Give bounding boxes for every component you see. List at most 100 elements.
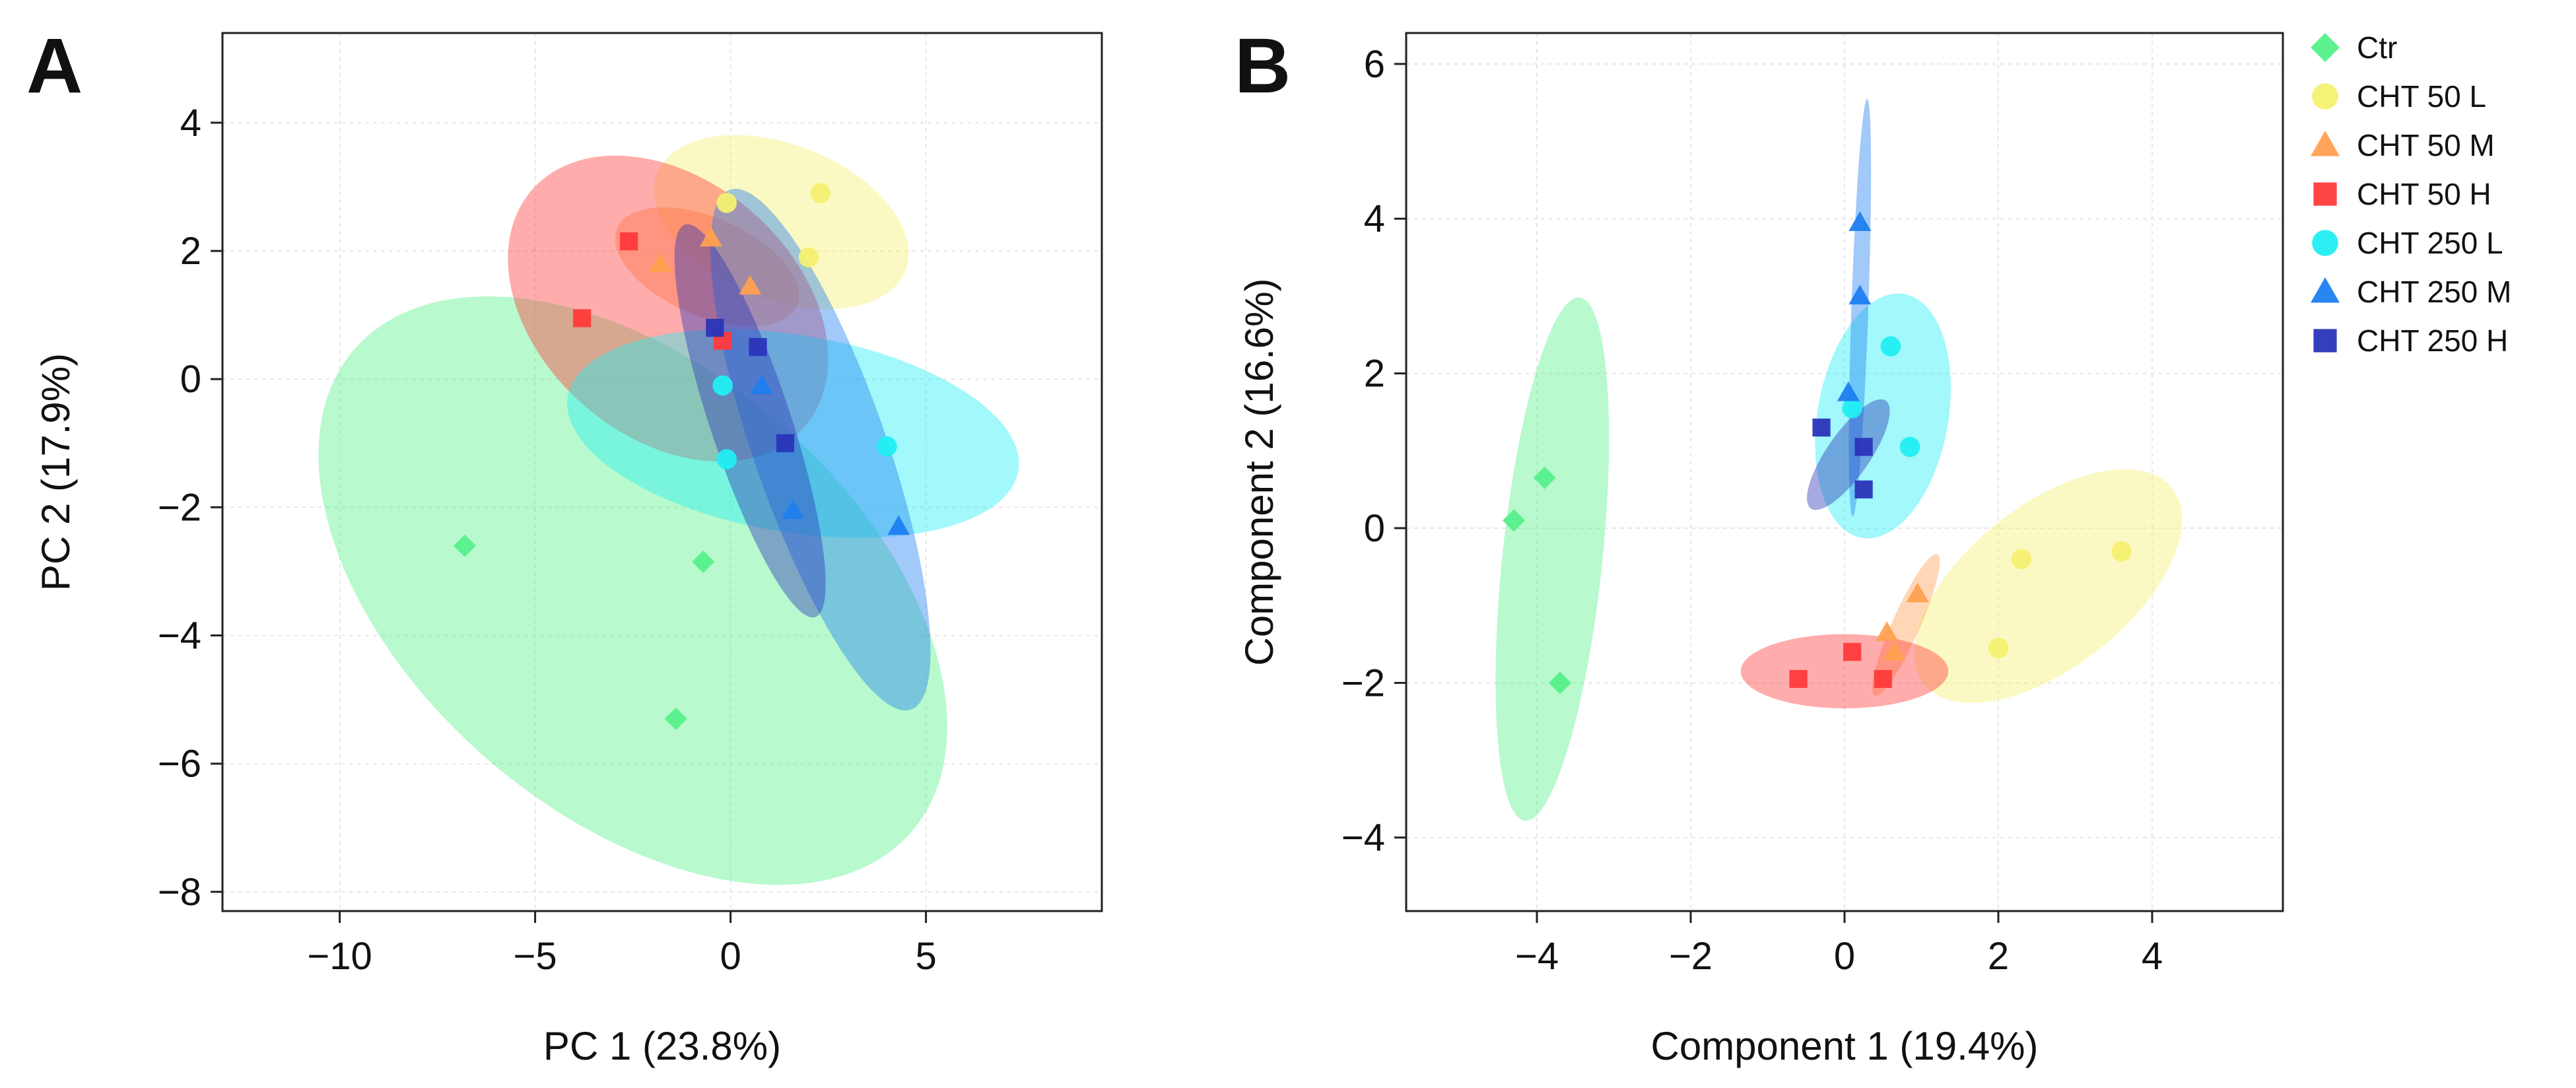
y-tick-label: −2 — [1341, 662, 1385, 704]
ellipse-cht-50-m — [615, 207, 799, 327]
ellipse-shape — [1495, 297, 1610, 821]
ellipse-shape — [567, 329, 1019, 538]
legend-item-cht-50-h: CHT 50 H — [2313, 177, 2491, 211]
legend: Ctr CHT 50 L CHT 50 M CHT 50 H CHT 250 L CHT … — [2311, 30, 2511, 358]
legend-item-cht-50-m: CHT 50 M — [2311, 128, 2495, 162]
panel-b-points — [1503, 211, 2132, 695]
point-ctr — [1533, 466, 1556, 489]
panel-b-ellipses — [1495, 98, 2183, 821]
legend-item-cht-50-l: CHT 50 L — [2312, 79, 2486, 114]
legend-marker-cht-50-l — [2312, 83, 2338, 110]
point-cht-50-m — [1906, 582, 1929, 603]
point-cht-250-l — [716, 449, 737, 469]
ellipse-cht-50-l — [654, 135, 909, 310]
ellipse-shape — [1807, 399, 1890, 510]
panel-a-letter: A — [26, 22, 83, 110]
y-tick-label: 4 — [180, 102, 201, 145]
legend-marker-cht-250-l — [2312, 230, 2338, 256]
y-tick-label: −4 — [158, 615, 201, 658]
ellipse-cht-250-l — [1815, 293, 1951, 539]
point-cht-50-h — [573, 309, 592, 327]
point-cht-50-m — [1883, 640, 1906, 661]
legend-label: Ctr — [2357, 30, 2397, 65]
y-tick-label: −4 — [1341, 817, 1385, 860]
legend-label: CHT 50 M — [2357, 128, 2495, 162]
ellipse-cht-50-l — [1915, 469, 2183, 703]
ellipse-cht-50-h — [508, 155, 829, 462]
legend-marker-cht-250-m — [2311, 277, 2340, 303]
panel-a-ticks: −10 −5 0 5 −8 −6 −4 −2 0 2 4 — [158, 102, 937, 978]
point-cht-50-m — [1876, 621, 1899, 641]
point-cht-50-m — [649, 252, 672, 273]
point-ctr — [664, 707, 687, 730]
panel-a-plot-frame — [221, 32, 1103, 912]
point-cht-50-h — [1789, 669, 1808, 689]
point-cht-50-l — [716, 192, 737, 213]
point-cht-250-m — [750, 374, 773, 394]
x-tick-label: 0 — [1834, 935, 1855, 978]
point-cht-250-l — [1842, 398, 1862, 419]
point-cht-250-m — [1848, 285, 1872, 305]
y-tick-label: 4 — [1364, 197, 1385, 240]
point-cht-50-h — [620, 232, 638, 251]
legend-item-ctr: Ctr — [2311, 30, 2397, 65]
point-cht-250-l — [712, 375, 733, 396]
panel-b-ticks: −4 −2 0 2 4 −4 −2 0 2 4 6 — [1341, 43, 2163, 978]
legend-marker-cht-50-h — [2313, 182, 2337, 206]
legend-label: CHT 250 M — [2357, 275, 2511, 309]
ellipse-cht-250-m — [710, 188, 931, 711]
y-tick-label: −8 — [158, 871, 201, 914]
ellipse-cht-250-l — [567, 329, 1019, 538]
x-tick-label: 5 — [915, 935, 936, 978]
ellipse-shape — [654, 135, 909, 310]
point-ctr — [454, 534, 477, 557]
panel-b-x-axis-title: Component 1 (19.4%) — [1651, 1024, 2039, 1068]
point-cht-50-m — [739, 275, 762, 295]
panel-a-x-axis-title: PC 1 (23.8%) — [543, 1024, 781, 1068]
panel-a-grid — [222, 33, 1102, 911]
point-ctr — [1503, 509, 1526, 532]
legend-label: CHT 250 H — [2357, 323, 2508, 358]
y-tick-label: 2 — [180, 230, 201, 273]
point-cht-50-l — [1988, 638, 2009, 658]
point-cht-250-h — [776, 434, 795, 452]
ellipse-ctr — [1495, 297, 1610, 821]
x-tick-label: 2 — [1988, 935, 2009, 978]
point-cht-50-m — [700, 226, 722, 247]
panel-b-y-axis-title: Component 2 (16.6%) — [1237, 279, 1281, 666]
y-tick-label: 6 — [1364, 43, 1385, 86]
panel-a-points — [454, 183, 910, 730]
point-cht-250-m — [1848, 211, 1872, 231]
x-tick-label: −10 — [307, 935, 372, 978]
point-cht-250-m — [1837, 381, 1860, 401]
y-tick-label: 2 — [1364, 353, 1385, 395]
point-cht-250-l — [1899, 436, 1920, 458]
panel-a: A −10 −5 0 5 −8 −6 −4 −2 0 2 4 PC 1 (23.8%) PC 2 (… — [26, 22, 1103, 1068]
point-ctr — [692, 550, 715, 573]
point-cht-250-m — [782, 499, 805, 519]
panel-a-y-axis-title: PC 2 (17.9%) — [34, 353, 78, 591]
legend-item-cht-250-l: CHT 250 L — [2312, 226, 2503, 260]
legend-item-cht-250-m: CHT 250 M — [2311, 275, 2511, 309]
y-tick-label: 0 — [1364, 507, 1385, 550]
point-cht-250-h — [706, 318, 724, 337]
legend-label: CHT 250 L — [2357, 226, 2503, 260]
ellipse-shape — [615, 207, 799, 327]
point-cht-250-h — [1854, 438, 1873, 456]
point-ctr — [1548, 671, 1571, 695]
ellipse-shape — [508, 155, 829, 462]
point-cht-250-m — [887, 515, 910, 535]
point-cht-50-l — [798, 247, 819, 268]
x-tick-label: 4 — [2142, 935, 2163, 978]
point-cht-50-l — [2011, 549, 2032, 570]
point-cht-250-h — [1854, 480, 1873, 498]
legend-item-cht-250-h: CHT 250 H — [2313, 323, 2508, 358]
legend-marker-cht-250-h — [2313, 329, 2337, 353]
ellipse-shape — [710, 188, 931, 711]
y-tick-label: −2 — [158, 486, 201, 529]
panel-a-ellipses — [318, 135, 1019, 885]
point-cht-250-l — [1880, 336, 1901, 357]
legend-label: CHT 50 L — [2357, 79, 2486, 114]
point-cht-250-h — [1812, 419, 1831, 437]
